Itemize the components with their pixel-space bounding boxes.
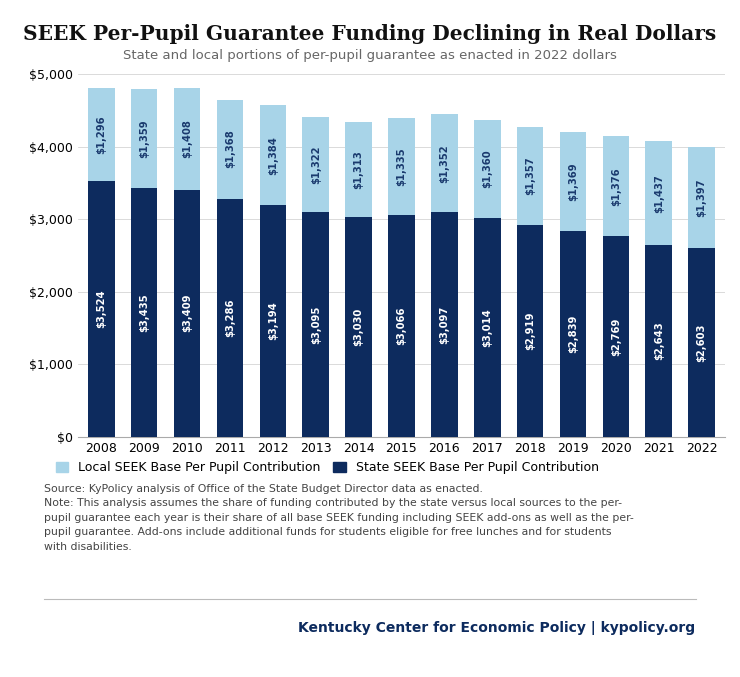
Bar (559, 231, 586, 437)
Bar (474, 219, 500, 437)
Bar (645, 141, 672, 245)
Text: State and local portions of per-pupil guarantee as enacted in 2022 dollars: State and local portions of per-pupil gu… (123, 49, 617, 62)
Text: $1,313: $1,313 (354, 150, 363, 189)
Text: $3,097: $3,097 (440, 305, 449, 344)
Text: $3,030: $3,030 (354, 308, 363, 346)
Text: $1,369: $1,369 (568, 162, 578, 201)
Bar (388, 118, 414, 215)
Bar (217, 100, 243, 198)
Text: $3,286: $3,286 (225, 299, 235, 337)
Text: $3,095: $3,095 (311, 305, 320, 344)
Text: $2,643: $2,643 (653, 322, 664, 360)
Text: $2,839: $2,839 (568, 315, 578, 353)
Text: $1,437: $1,437 (653, 174, 664, 213)
Bar (88, 181, 115, 437)
Text: $1,322: $1,322 (311, 146, 320, 184)
Text: $1,359: $1,359 (139, 119, 149, 158)
Bar (431, 213, 457, 437)
Text: $1,408: $1,408 (182, 119, 192, 158)
Text: $3,014: $3,014 (482, 308, 492, 347)
Bar (346, 122, 372, 217)
Bar (517, 225, 543, 437)
Bar (645, 245, 672, 437)
Bar (388, 215, 414, 437)
Bar (559, 132, 586, 231)
Text: Source: KyPolicy analysis of Office of the State Budget Director data as enacted: Source: KyPolicy analysis of Office of t… (44, 484, 634, 552)
Bar (174, 190, 201, 437)
Text: Kentucky Center for Economic Policy | kypolicy.org: Kentucky Center for Economic Policy | ky… (298, 621, 696, 635)
Text: $1,352: $1,352 (440, 144, 449, 183)
Text: $1,296: $1,296 (96, 115, 107, 154)
Bar (602, 236, 629, 437)
Bar (346, 217, 372, 437)
Text: $3,066: $3,066 (397, 307, 406, 345)
Legend: Local SEEK Base Per Pupil Contribution, State SEEK Base Per Pupil Contribution: Local SEEK Base Per Pupil Contribution, … (50, 456, 604, 479)
Text: $3,524: $3,524 (96, 290, 107, 328)
Bar (88, 87, 115, 181)
Bar (131, 89, 158, 188)
Text: $1,335: $1,335 (397, 147, 406, 185)
Text: $1,376: $1,376 (610, 167, 621, 206)
Bar (517, 127, 543, 225)
Text: $1,384: $1,384 (268, 135, 278, 175)
Text: $1,397: $1,397 (696, 178, 707, 217)
Text: $1,360: $1,360 (482, 150, 492, 188)
Bar (260, 105, 286, 205)
Bar (303, 213, 329, 437)
Bar (217, 198, 243, 437)
Text: $3,194: $3,194 (268, 302, 278, 341)
Bar (174, 88, 201, 190)
Bar (602, 136, 629, 236)
Text: $2,603: $2,603 (696, 323, 707, 362)
Text: $1,368: $1,368 (225, 130, 235, 169)
Bar (688, 147, 715, 248)
Text: $3,409: $3,409 (182, 294, 192, 332)
Bar (431, 114, 457, 213)
Text: $2,919: $2,919 (525, 311, 535, 350)
Bar (260, 205, 286, 437)
Bar (688, 248, 715, 437)
Text: $3,435: $3,435 (139, 293, 149, 332)
Bar (303, 116, 329, 213)
Text: $1,357: $1,357 (525, 157, 535, 196)
Bar (474, 120, 500, 219)
Bar (131, 188, 158, 437)
Text: $2,769: $2,769 (610, 318, 621, 355)
Text: SEEK Per-Pupil Guarantee Funding Declining in Real Dollars: SEEK Per-Pupil Guarantee Funding Declini… (24, 24, 716, 44)
